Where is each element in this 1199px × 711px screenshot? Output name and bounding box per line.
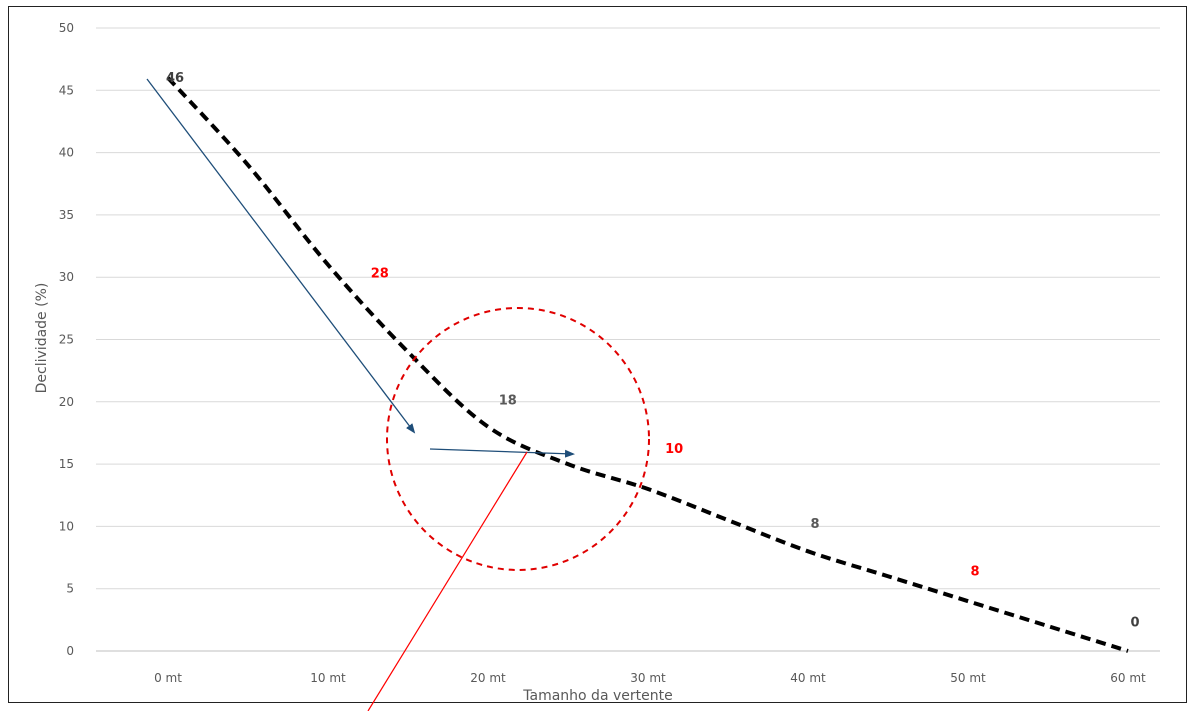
data-label: 18 bbox=[499, 394, 517, 409]
data-label: 8 bbox=[810, 517, 819, 532]
series-line bbox=[168, 78, 1128, 651]
y-tick-label: 0 bbox=[66, 644, 74, 658]
data-label: 28 bbox=[371, 266, 389, 281]
y-tick-label: 5 bbox=[66, 582, 74, 596]
flat-arrow bbox=[430, 449, 573, 454]
slope-arrow bbox=[147, 79, 414, 432]
highlight-circle bbox=[387, 308, 649, 570]
data-label: 46 bbox=[166, 71, 184, 86]
x-axis-title: Tamanho da vertente bbox=[522, 688, 672, 704]
y-tick-label: 25 bbox=[59, 333, 74, 347]
y-tick-label: 35 bbox=[59, 208, 74, 222]
x-axis: 0 mt 10 mt 20 mt 30 mt 40 mt 50 mt 60 mt bbox=[154, 671, 1146, 685]
y-axis: 0 5 10 15 20 25 30 35 40 45 50 bbox=[59, 21, 74, 658]
x-tick-label: 50 mt bbox=[950, 671, 986, 685]
y-tick-label: 45 bbox=[59, 83, 74, 97]
x-tick-label: 60 mt bbox=[1110, 671, 1146, 685]
y-tick-label: 15 bbox=[59, 457, 74, 471]
y-tick-label: 40 bbox=[59, 146, 74, 160]
y-tick-label: 30 bbox=[59, 270, 74, 284]
y-tick-label: 20 bbox=[59, 395, 74, 409]
y-tick-label: 10 bbox=[59, 519, 74, 533]
x-tick-label: 20 mt bbox=[470, 671, 506, 685]
x-tick-label: 40 mt bbox=[790, 671, 826, 685]
y-axis-title: Declividade (%) bbox=[34, 283, 50, 394]
y-tick-label: 50 bbox=[59, 21, 74, 35]
x-tick-label: 30 mt bbox=[630, 671, 666, 685]
data-label: 10 bbox=[665, 442, 683, 457]
grid-lines bbox=[96, 28, 1160, 651]
data-label: 0 bbox=[1130, 615, 1139, 630]
data-label: 8 bbox=[970, 564, 979, 579]
x-tick-label: 10 mt bbox=[310, 671, 346, 685]
x-tick-label: 0 mt bbox=[154, 671, 182, 685]
data-labels: 46 28 18 10 8 8 0 bbox=[166, 71, 1140, 631]
